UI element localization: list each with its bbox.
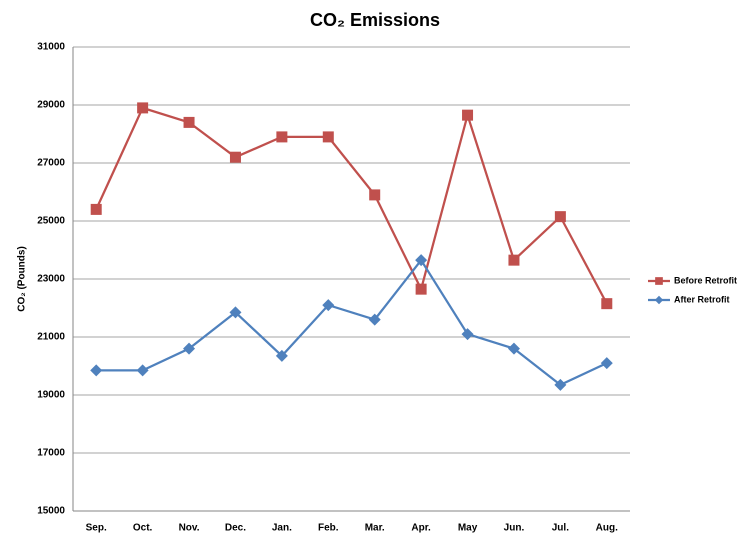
- x-tick-label: Feb.: [318, 523, 339, 534]
- y-tick-label: 29000: [37, 100, 65, 111]
- data-point: [229, 151, 241, 163]
- data-point: [322, 131, 334, 143]
- x-tick-label: Oct.: [133, 523, 153, 534]
- data-point: [368, 313, 381, 326]
- data-point: [461, 328, 474, 341]
- series-line: [95, 106, 608, 305]
- data-point: [183, 342, 196, 355]
- data-point: [276, 131, 288, 143]
- legend-marker: [655, 277, 663, 285]
- y-tick-label: 23000: [37, 274, 65, 285]
- data-point: [136, 364, 149, 377]
- data-point: [508, 254, 520, 266]
- data-point: [601, 298, 613, 310]
- data-point: [90, 364, 103, 377]
- x-tick-label: Mar.: [365, 523, 385, 534]
- legend-label: Before Retrofit: [674, 275, 737, 285]
- data-point: [415, 283, 427, 295]
- data-point: [462, 109, 474, 121]
- chart-title: CO₂ Emissions: [310, 10, 440, 30]
- y-tick-label: 15000: [37, 506, 65, 517]
- x-tick-label: Jan.: [272, 523, 292, 534]
- y-tick-label: 27000: [37, 158, 65, 169]
- data-point: [183, 116, 195, 128]
- data-point: [322, 299, 335, 312]
- x-tick-label: Apr.: [411, 523, 431, 534]
- data-point: [415, 254, 428, 267]
- x-tick-label: Nov.: [179, 523, 200, 534]
- series-line: [96, 258, 608, 387]
- y-tick-label: 19000: [37, 390, 65, 401]
- x-tick-label: Jul.: [552, 523, 569, 534]
- data-point: [137, 102, 149, 114]
- y-tick-label: 21000: [37, 332, 65, 343]
- legend-marker: [654, 295, 664, 305]
- x-tick-label: Sep.: [86, 523, 107, 534]
- data-point: [554, 378, 567, 391]
- data-point: [554, 211, 566, 223]
- legend-label: After Retrofit: [674, 294, 730, 304]
- x-tick-label: Dec.: [225, 523, 246, 534]
- x-tick-label: Jun.: [504, 523, 525, 534]
- y-tick-label: 31000: [37, 42, 65, 53]
- x-tick-label: Aug.: [596, 523, 618, 534]
- data-point: [275, 349, 288, 362]
- data-point: [229, 306, 242, 319]
- y-tick-label: 17000: [37, 448, 65, 459]
- data-point: [369, 189, 381, 201]
- x-tick-label: May: [458, 523, 478, 534]
- data-point: [90, 203, 102, 215]
- data-point: [507, 342, 520, 355]
- y-tick-label: 25000: [37, 216, 65, 227]
- data-point: [600, 357, 613, 370]
- y-axis-label: CO₂ (Pounds): [17, 246, 28, 312]
